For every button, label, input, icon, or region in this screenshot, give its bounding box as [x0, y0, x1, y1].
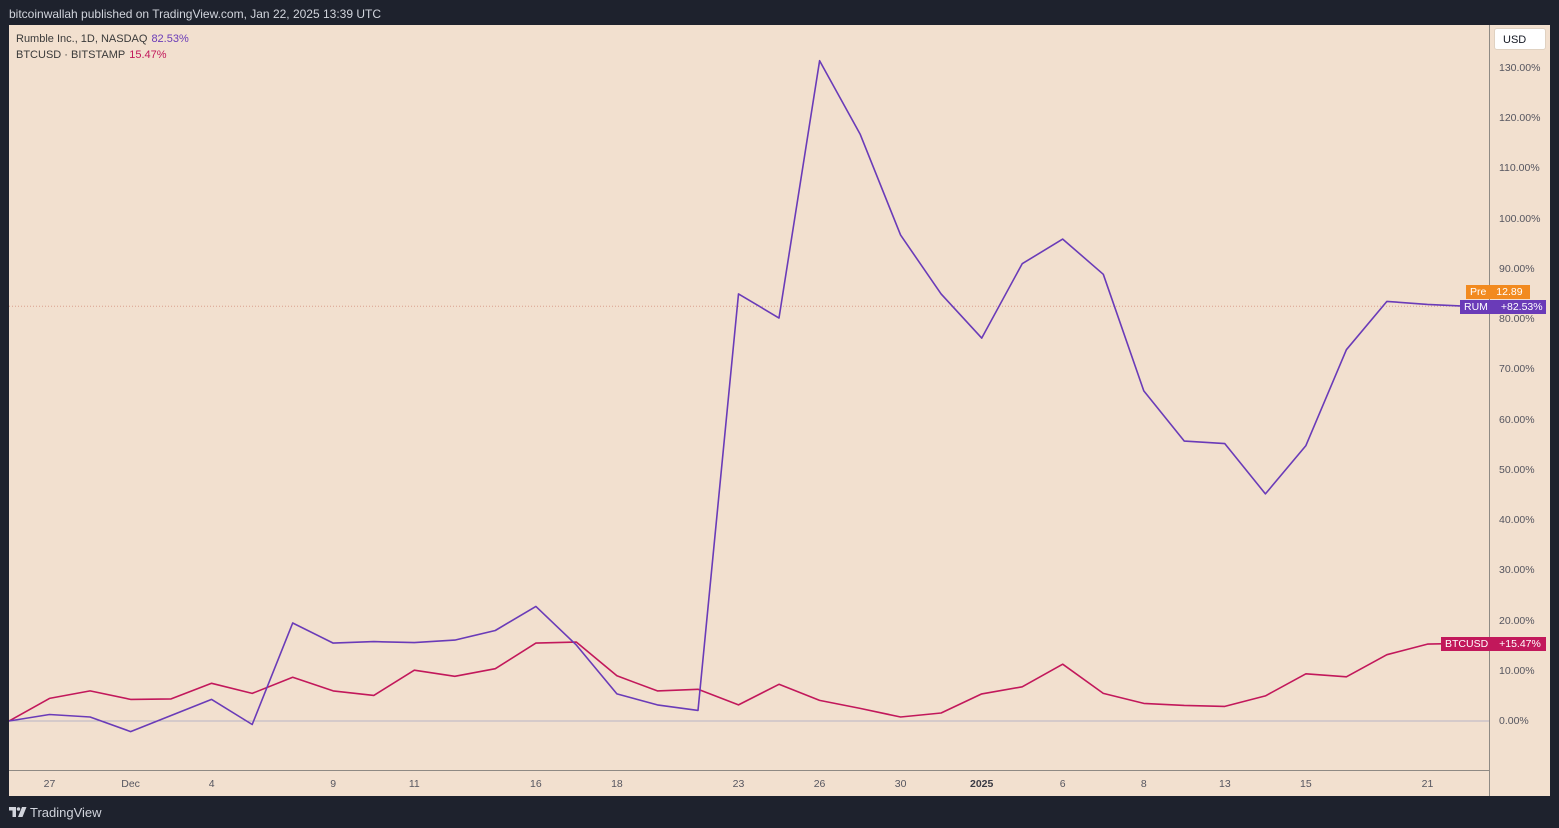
- published-header: bitcoinwallah published on TradingView.c…: [9, 7, 382, 21]
- x-tick-label: 27: [43, 778, 56, 790]
- y-tick-label: 10.00%: [1499, 664, 1535, 677]
- chart-legend: Rumble Inc., 1D, NASDAQ 82.53% BTCUSD · B…: [16, 32, 189, 63]
- btc-badge-label: BTCUSD: [1445, 638, 1489, 650]
- x-tick-label: 8: [1140, 778, 1147, 790]
- x-tick-label: 6: [1059, 778, 1066, 790]
- pre-badge-label: Pre: [1470, 286, 1487, 298]
- rum-price-badge: RUM +82.53%: [1460, 300, 1546, 314]
- btc-badge-value: +15.47%: [1499, 638, 1541, 650]
- x-tick-label: 2025: [969, 778, 994, 790]
- x-tick-label: 13: [1218, 778, 1231, 790]
- y-tick-label: 110.00%: [1499, 162, 1540, 175]
- tradingview-logo-icon[interactable]: [9, 806, 27, 818]
- rum-badge-label: RUM: [1464, 301, 1488, 313]
- x-tick-label: 30: [894, 778, 907, 790]
- legend-btc-value: 15.47%: [129, 48, 167, 61]
- y-tick-label: 50.00%: [1499, 463, 1535, 476]
- x-tick-label: 26: [813, 778, 826, 790]
- btc-price-badge: BTCUSD +15.47%: [1441, 637, 1546, 651]
- y-tick-label: 130.00%: [1499, 61, 1541, 74]
- x-tick-label: 23: [732, 778, 745, 790]
- x-tick-label: Dec: [121, 778, 140, 790]
- legend-rum-value: 82.53%: [151, 33, 189, 45]
- y-tick-label: 40.00%: [1499, 514, 1535, 526]
- x-tick-label: 21: [1421, 778, 1434, 790]
- y-tick-label: 30.00%: [1499, 564, 1535, 577]
- x-tick-label: 15: [1300, 778, 1312, 790]
- y-tick-label: 120.00%: [1499, 112, 1541, 124]
- legend-rum[interactable]: Rumble Inc., 1D, NASDAQ 82.53%: [16, 32, 189, 48]
- y-tick-label: 60.00%: [1499, 413, 1535, 426]
- x-tick-label: 18: [611, 778, 623, 790]
- series-line-rum: [9, 59, 1469, 733]
- legend-rum-label: Rumble Inc., 1D, NASDAQ: [16, 33, 148, 45]
- chart-plot[interactable]: [9, 25, 1550, 796]
- legend-btc-label: BTCUSD · BITSTAMP: [16, 48, 126, 61]
- currency-button[interactable]: USD: [1494, 28, 1546, 50]
- y-tick-label: 0.00%: [1499, 715, 1529, 727]
- rum-badge-value: +82.53%: [1500, 301, 1543, 313]
- pre-badge-value: 12.89: [1496, 286, 1523, 298]
- chart-frame: Rumble Inc., 1D, NASDAQ 82.53% BTCUSD · B…: [9, 25, 1550, 796]
- legend-btc[interactable]: BTCUSD · BITSTAMP 15.47%: [16, 48, 189, 64]
- pre-market-badge: Pre 12.89: [1466, 285, 1530, 299]
- y-tick-label: 90.00%: [1499, 262, 1535, 275]
- x-tick-label: 4: [208, 778, 215, 790]
- x-tick-label: 9: [330, 778, 337, 790]
- y-tick-label: 20.00%: [1499, 614, 1535, 627]
- footer: TradingView: [0, 796, 1559, 828]
- x-tick-label: 11: [408, 778, 420, 790]
- y-tick-label: 100.00%: [1499, 212, 1541, 225]
- series-line-btcusd: [9, 641, 1469, 722]
- x-tick-label: 16: [530, 778, 542, 790]
- y-tick-label: 70.00%: [1499, 363, 1535, 376]
- footer-brand[interactable]: TradingView: [30, 805, 102, 820]
- y-tick-label: 80.00%: [1499, 313, 1535, 325]
